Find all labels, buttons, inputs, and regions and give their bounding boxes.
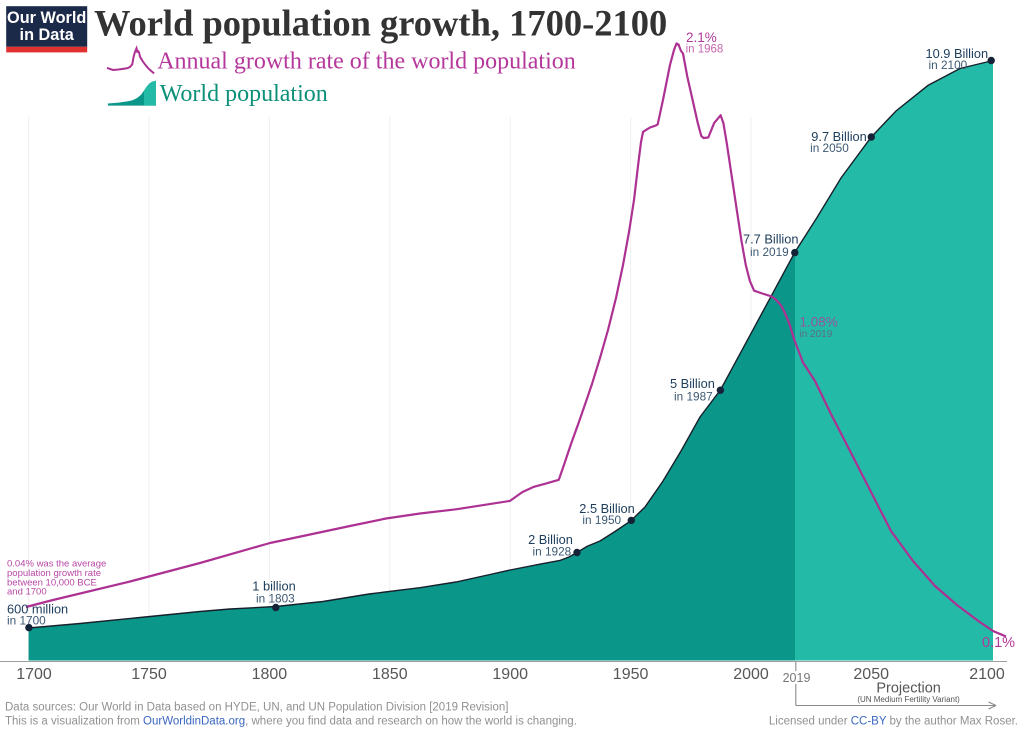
svg-text:0.1%: 0.1% — [982, 635, 1015, 651]
svg-text:(UN Medium Fertility Variant): (UN Medium Fertility Variant) — [857, 695, 960, 704]
svg-text:in 1700: in 1700 — [7, 614, 46, 628]
svg-text:600 million: 600 million — [7, 602, 68, 617]
svg-text:in 2019: in 2019 — [750, 245, 789, 259]
svg-text:2.5 Billion: 2.5 Billion — [579, 501, 635, 516]
svg-text:2 Billion: 2 Billion — [528, 532, 573, 547]
svg-text:2000: 2000 — [733, 666, 769, 683]
svg-text:between 10,000 BCE: between 10,000 BCE — [7, 577, 97, 588]
svg-text:World population growth, 1700-: World population growth, 1700-2100 — [94, 3, 667, 44]
svg-text:Our World: Our World — [7, 9, 86, 27]
svg-text:10.9 Billion: 10.9 Billion — [926, 46, 989, 61]
svg-text:1900: 1900 — [492, 666, 528, 683]
svg-text:2.1%: 2.1% — [686, 30, 717, 45]
svg-text:1850: 1850 — [372, 666, 408, 683]
svg-text:Data sources: Our World in Dat: Data sources: Our World in Data based on… — [5, 702, 508, 714]
svg-text:in 1803: in 1803 — [256, 592, 295, 606]
svg-text:World population: World population — [160, 81, 328, 107]
svg-text:population growth rate: population growth rate — [7, 568, 101, 579]
svg-text:in 1928: in 1928 — [533, 545, 572, 559]
svg-text:This is a visualization from O: This is a visualization from OurWorldinD… — [5, 716, 577, 728]
svg-text:0.04% was the average: 0.04% was the average — [7, 559, 106, 570]
svg-text:in 1950: in 1950 — [582, 513, 621, 527]
svg-text:1.08%: 1.08% — [800, 315, 838, 330]
svg-text:Projection: Projection — [876, 681, 940, 697]
svg-text:2019: 2019 — [783, 671, 811, 685]
svg-text:in 2019: in 2019 — [800, 329, 833, 340]
svg-text:1950: 1950 — [613, 666, 649, 683]
svg-text:Annual growth rate of the worl: Annual growth rate of the world populati… — [157, 49, 576, 75]
svg-text:Licensed under CC-BY by the au: Licensed under CC-BY by the author Max R… — [769, 716, 1018, 728]
svg-text:2050: 2050 — [853, 666, 889, 683]
svg-text:in 1968: in 1968 — [686, 44, 724, 56]
svg-text:7.7 Billion: 7.7 Billion — [743, 232, 799, 247]
svg-text:in 1987: in 1987 — [674, 390, 713, 404]
svg-text:1 billion: 1 billion — [252, 579, 295, 594]
svg-text:2100: 2100 — [969, 666, 1005, 683]
svg-text:9.7 Billion: 9.7 Billion — [811, 129, 867, 144]
svg-text:in Data: in Data — [20, 26, 75, 44]
svg-text:5 Billion: 5 Billion — [670, 376, 715, 391]
svg-text:in 2100: in 2100 — [929, 58, 968, 72]
svg-text:1800: 1800 — [252, 666, 288, 683]
svg-text:in 2050: in 2050 — [810, 141, 849, 155]
svg-text:and 1700: and 1700 — [7, 587, 47, 598]
svg-text:1700: 1700 — [16, 666, 52, 683]
svg-text:1750: 1750 — [131, 666, 167, 683]
